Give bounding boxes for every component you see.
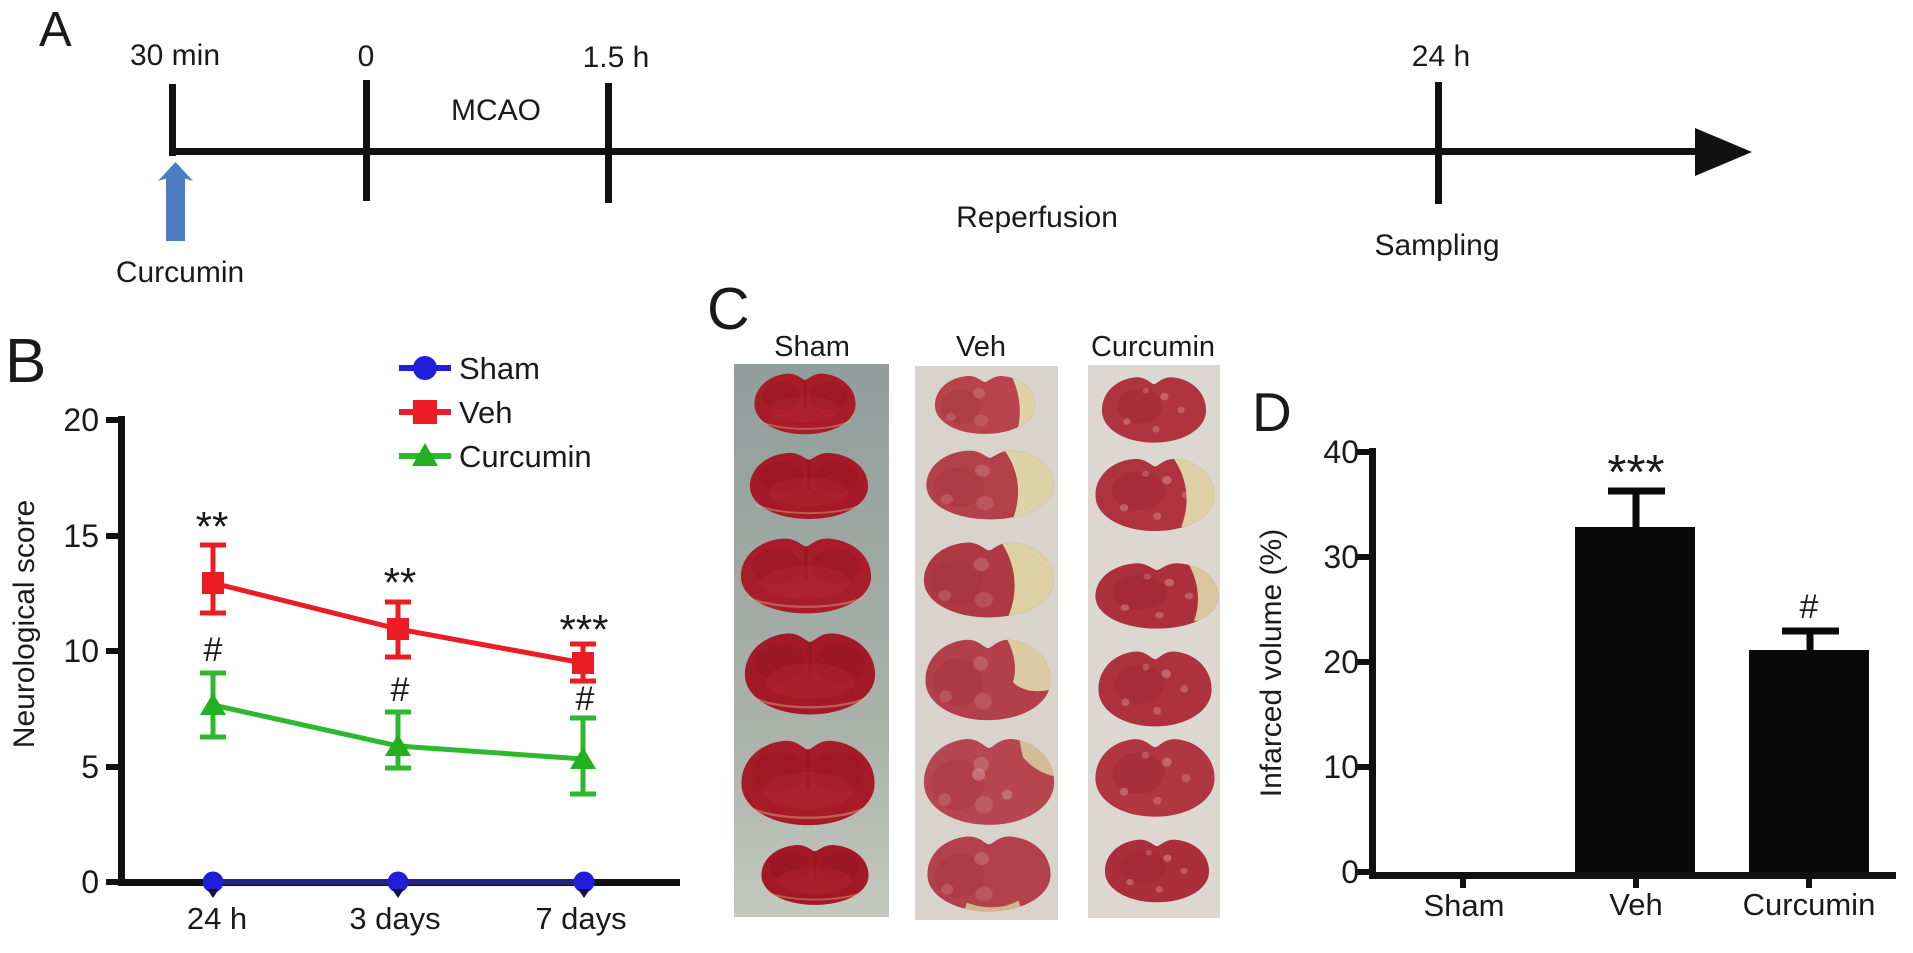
svg-text:Reperfusion: Reperfusion bbox=[956, 201, 1118, 234]
svg-text:Sampling: Sampling bbox=[1374, 229, 1499, 262]
svg-text:#: # bbox=[391, 671, 410, 709]
svg-text:Curcumin: Curcumin bbox=[1743, 887, 1876, 922]
svg-text:C: C bbox=[707, 276, 750, 342]
svg-text:Curcumin: Curcumin bbox=[1091, 331, 1215, 363]
svg-text:B: B bbox=[5, 327, 46, 396]
svg-text:10: 10 bbox=[63, 633, 99, 669]
svg-text:30 min: 30 min bbox=[130, 39, 220, 72]
svg-text:Sham: Sham bbox=[1424, 888, 1505, 923]
svg-text:Neurological score: Neurological score bbox=[8, 500, 41, 748]
svg-text:20: 20 bbox=[1323, 644, 1359, 680]
svg-text:40: 40 bbox=[1323, 434, 1359, 470]
svg-text:3 days: 3 days bbox=[349, 901, 440, 936]
svg-text:10: 10 bbox=[1323, 749, 1359, 785]
svg-text:Curcumin: Curcumin bbox=[116, 256, 244, 289]
svg-text:24 h: 24 h bbox=[1412, 40, 1470, 73]
svg-text:20: 20 bbox=[63, 402, 99, 438]
svg-text:#: # bbox=[576, 680, 595, 718]
svg-text:15: 15 bbox=[63, 518, 99, 554]
svg-text:***: *** bbox=[1607, 446, 1664, 500]
svg-text:MCAO: MCAO bbox=[451, 94, 541, 127]
svg-text:**: ** bbox=[384, 559, 417, 606]
svg-text:0: 0 bbox=[1341, 854, 1359, 890]
svg-text:7 days: 7 days bbox=[535, 901, 626, 936]
svg-text:Veh: Veh bbox=[956, 331, 1006, 363]
svg-text:Curcumin: Curcumin bbox=[459, 439, 592, 474]
svg-text:Veh: Veh bbox=[459, 395, 512, 430]
svg-text:Infarced volume (%): Infarced volume (%) bbox=[1255, 529, 1288, 797]
svg-text:A: A bbox=[39, 3, 72, 57]
svg-text:Veh: Veh bbox=[1609, 887, 1662, 922]
svg-text:***: *** bbox=[559, 606, 608, 653]
svg-text:#: # bbox=[1800, 588, 1819, 626]
svg-text:1.5 h: 1.5 h bbox=[583, 41, 650, 74]
svg-text:24 h: 24 h bbox=[187, 901, 247, 936]
svg-text:Sham: Sham bbox=[459, 351, 540, 386]
svg-text:0: 0 bbox=[81, 864, 99, 900]
svg-text:30: 30 bbox=[1323, 539, 1359, 575]
svg-text:D: D bbox=[1252, 381, 1292, 443]
svg-text:0: 0 bbox=[358, 40, 375, 73]
svg-text:5: 5 bbox=[81, 749, 99, 785]
svg-text:#: # bbox=[204, 631, 223, 669]
svg-text:Sham: Sham bbox=[774, 331, 850, 363]
svg-text:**: ** bbox=[196, 503, 229, 550]
